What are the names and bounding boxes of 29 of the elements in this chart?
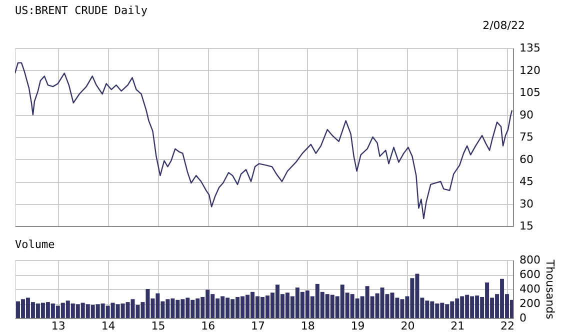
x-tick-label: 16 bbox=[201, 320, 216, 332]
x-tick-label: 15 bbox=[151, 320, 166, 332]
y-tick-label: 400 bbox=[520, 282, 540, 296]
y-tick-label: 15 bbox=[520, 220, 534, 232]
x-tick-label: 22 bbox=[500, 320, 515, 332]
x-tick-label: 13 bbox=[51, 320, 66, 332]
y-tick-label: 600 bbox=[520, 268, 540, 281]
y-tick-label: 135 bbox=[520, 42, 540, 54]
x-tick-label: 17 bbox=[251, 320, 266, 332]
y-tick-label: 75 bbox=[520, 130, 534, 144]
y-tick-label: 120 bbox=[520, 64, 540, 77]
y-tick-label: 800 bbox=[520, 254, 540, 266]
line-series bbox=[15, 62, 513, 220]
y-tick-label: 60 bbox=[520, 152, 534, 166]
text: 2/08/22 bbox=[482, 19, 525, 32]
x-tick-label: 21 bbox=[450, 320, 465, 332]
y-tick-label: 0 bbox=[520, 312, 526, 324]
x-tick-label: 20 bbox=[400, 320, 415, 332]
chart-title: US:BRENT CRUDE Daily bbox=[15, 4, 148, 17]
x-tick-label: 18 bbox=[300, 320, 315, 332]
y-tick-label: 30 bbox=[520, 197, 534, 210]
y-tick-label: 200 bbox=[520, 297, 540, 310]
y-axis-title: Thousands bbox=[543, 258, 556, 320]
y-tick-label: 45 bbox=[520, 175, 534, 188]
x-tick-label: 19 bbox=[350, 320, 365, 332]
chart-title: Volume bbox=[15, 238, 55, 251]
y-tick-label: 105 bbox=[520, 86, 540, 99]
y-tick-label: 90 bbox=[520, 108, 534, 122]
x-tick-label: 14 bbox=[101, 320, 116, 332]
